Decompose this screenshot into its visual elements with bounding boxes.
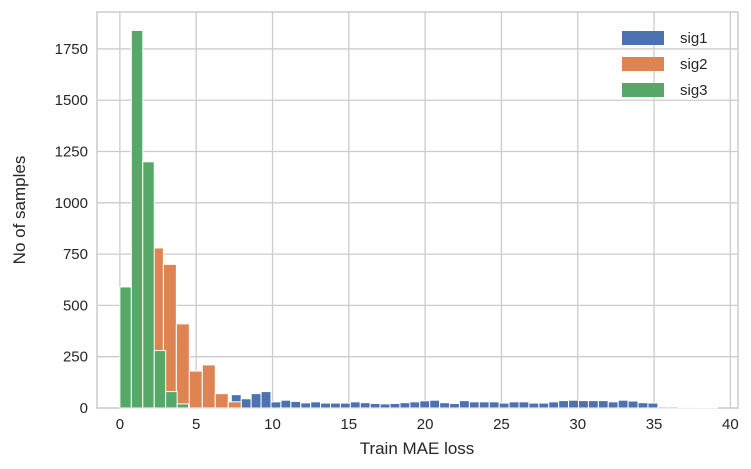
x-tick-label: 35 [646, 416, 663, 433]
bar-sig1 [468, 401, 480, 409]
bar-sig1 [449, 402, 460, 409]
bar-sig1 [330, 402, 341, 409]
bar-sig1 [587, 400, 599, 409]
x-tick-label: 10 [264, 416, 281, 433]
bar-sig1 [478, 401, 490, 409]
bar-sig1 [697, 406, 708, 409]
x-tick-label: 0 [116, 416, 124, 433]
bar-sig1 [687, 406, 699, 409]
bar-sig1 [320, 402, 332, 409]
bar-sig2 [175, 323, 190, 409]
y-tick-label: 1000 [55, 195, 88, 212]
legend-swatch [622, 57, 664, 71]
bar-sig1 [528, 402, 540, 409]
bar-sig1 [578, 400, 589, 409]
series-sig3-bars [119, 29, 190, 409]
y-tick-label: 1750 [55, 41, 88, 58]
bar-sig1 [399, 402, 411, 409]
legend: sig1 sig2 sig3 [622, 30, 708, 99]
bar-sig1 [538, 402, 550, 409]
bar-sig1 [706, 406, 718, 409]
bar-sig1 [419, 400, 431, 409]
bar-sig1 [379, 403, 391, 409]
y-axis-ticks: 0 250 500 750 1000 1250 1500 1750 [55, 41, 88, 417]
bar-sig3 [153, 350, 167, 409]
bar-sig3 [176, 403, 190, 409]
bar-sig1 [369, 402, 381, 409]
x-tick-label: 15 [340, 416, 357, 433]
bar-sig3 [119, 286, 132, 409]
bar-sig1 [657, 406, 669, 409]
plot-background [96, 11, 739, 409]
bar-sig1 [310, 401, 322, 409]
bar-sig1 [389, 402, 401, 409]
bar-sig1 [280, 399, 292, 409]
bar-sig1 [439, 402, 451, 409]
x-axis-label: Train MAE loss [360, 439, 475, 458]
bar-sig1 [568, 399, 580, 409]
bar-sig3 [142, 161, 155, 409]
y-tick-label: 1500 [55, 92, 88, 109]
bar-sig1 [250, 393, 262, 409]
bar-sig1 [518, 401, 530, 409]
bar-sig1 [617, 399, 629, 409]
bar-sig1 [359, 402, 371, 409]
histogram-bars [119, 29, 718, 409]
bar-sig1 [627, 400, 639, 409]
bar-sig3 [165, 391, 178, 409]
legend-item-sig1: sig1 [622, 30, 708, 47]
legend-label: sig3 [680, 82, 708, 99]
y-axis-label: No of samples [10, 156, 29, 265]
x-tick-label: 40 [722, 416, 739, 433]
bar-sig1 [548, 401, 560, 409]
legend-swatch [622, 31, 664, 45]
x-tick-label: 25 [493, 416, 510, 433]
legend-label: sig1 [680, 30, 708, 47]
bar-sig2 [227, 401, 242, 409]
bar-sig1 [409, 401, 421, 409]
bar-sig1 [429, 399, 441, 409]
bar-sig1 [607, 401, 619, 409]
bar-sig1 [508, 401, 520, 409]
bar-sig2 [214, 393, 229, 409]
bar-sig1 [240, 398, 252, 409]
y-tick-label: 0 [80, 400, 88, 417]
bar-sig1 [498, 402, 510, 409]
legend-label: sig2 [680, 56, 708, 73]
bar-sig1 [647, 402, 659, 409]
series-sig1-bars [230, 391, 718, 409]
x-tick-label: 30 [569, 416, 586, 433]
bar-sig1 [458, 400, 470, 409]
x-tick-label: 20 [417, 416, 434, 433]
bar-sig1 [300, 402, 312, 409]
y-tick-label: 750 [63, 246, 88, 263]
bar-sig1 [677, 406, 689, 409]
bar-sig1 [488, 401, 500, 409]
bar-sig1 [349, 401, 361, 409]
bar-sig2 [188, 370, 203, 409]
bar-sig2 [201, 364, 216, 409]
legend-item-sig2: sig2 [622, 56, 708, 73]
grid-lines [97, 12, 738, 409]
y-tick-label: 250 [63, 349, 88, 366]
bar-sig1 [260, 391, 272, 409]
bar-sig3 [130, 29, 144, 409]
x-axis-ticks: 0 5 10 15 20 25 30 35 40 [116, 416, 739, 433]
bar-sig1 [597, 400, 609, 409]
x-tick-label: 5 [192, 416, 200, 433]
bar-sig1 [339, 402, 351, 409]
legend-item-sig3: sig3 [622, 82, 708, 99]
y-tick-label: 1250 [55, 144, 88, 161]
bar-sig1 [637, 402, 649, 409]
y-tick-label: 500 [63, 297, 88, 314]
legend-swatch [622, 83, 664, 97]
bar-sig1 [290, 400, 302, 409]
bar-sig1 [270, 401, 282, 409]
bar-sig1 [667, 406, 679, 409]
bar-sig1 [558, 400, 570, 409]
